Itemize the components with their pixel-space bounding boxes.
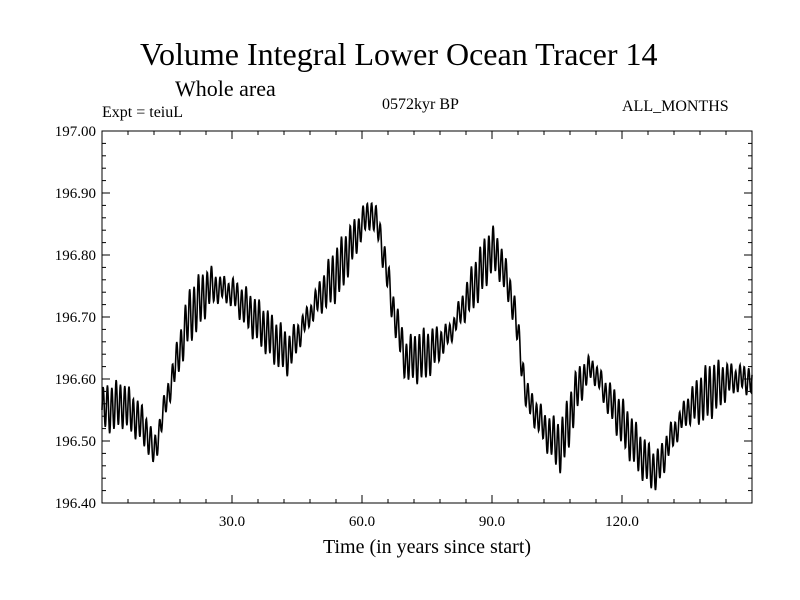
y-tick-label: 196.40 xyxy=(55,496,96,512)
chart-title: Volume Integral Lower Ocean Tracer 14 xyxy=(140,36,658,72)
x-tick-label: 30.0 xyxy=(219,514,245,530)
x-axis-title: Time (in years since start) xyxy=(323,536,531,558)
y-tick-label: 196.70 xyxy=(55,310,96,326)
x-tick-label: 90.0 xyxy=(479,514,505,530)
series-line xyxy=(101,201,753,491)
y-tick-label: 196.60 xyxy=(55,372,96,388)
y-tick-label: 196.90 xyxy=(55,186,96,202)
period-label: 0572kyr BP xyxy=(382,96,459,113)
y-tick-label: 196.50 xyxy=(55,434,96,450)
months-label: ALL_MONTHS xyxy=(622,98,729,115)
experiment-label: Expt = teiuL xyxy=(102,104,184,121)
y-tick-label: 197.00 xyxy=(55,124,96,140)
x-tick-label: 60.0 xyxy=(349,514,375,530)
y-tick-label: 196.80 xyxy=(55,248,96,264)
chart-subtitle: Whole area xyxy=(175,76,276,101)
x-tick-label: 120.0 xyxy=(605,514,639,530)
